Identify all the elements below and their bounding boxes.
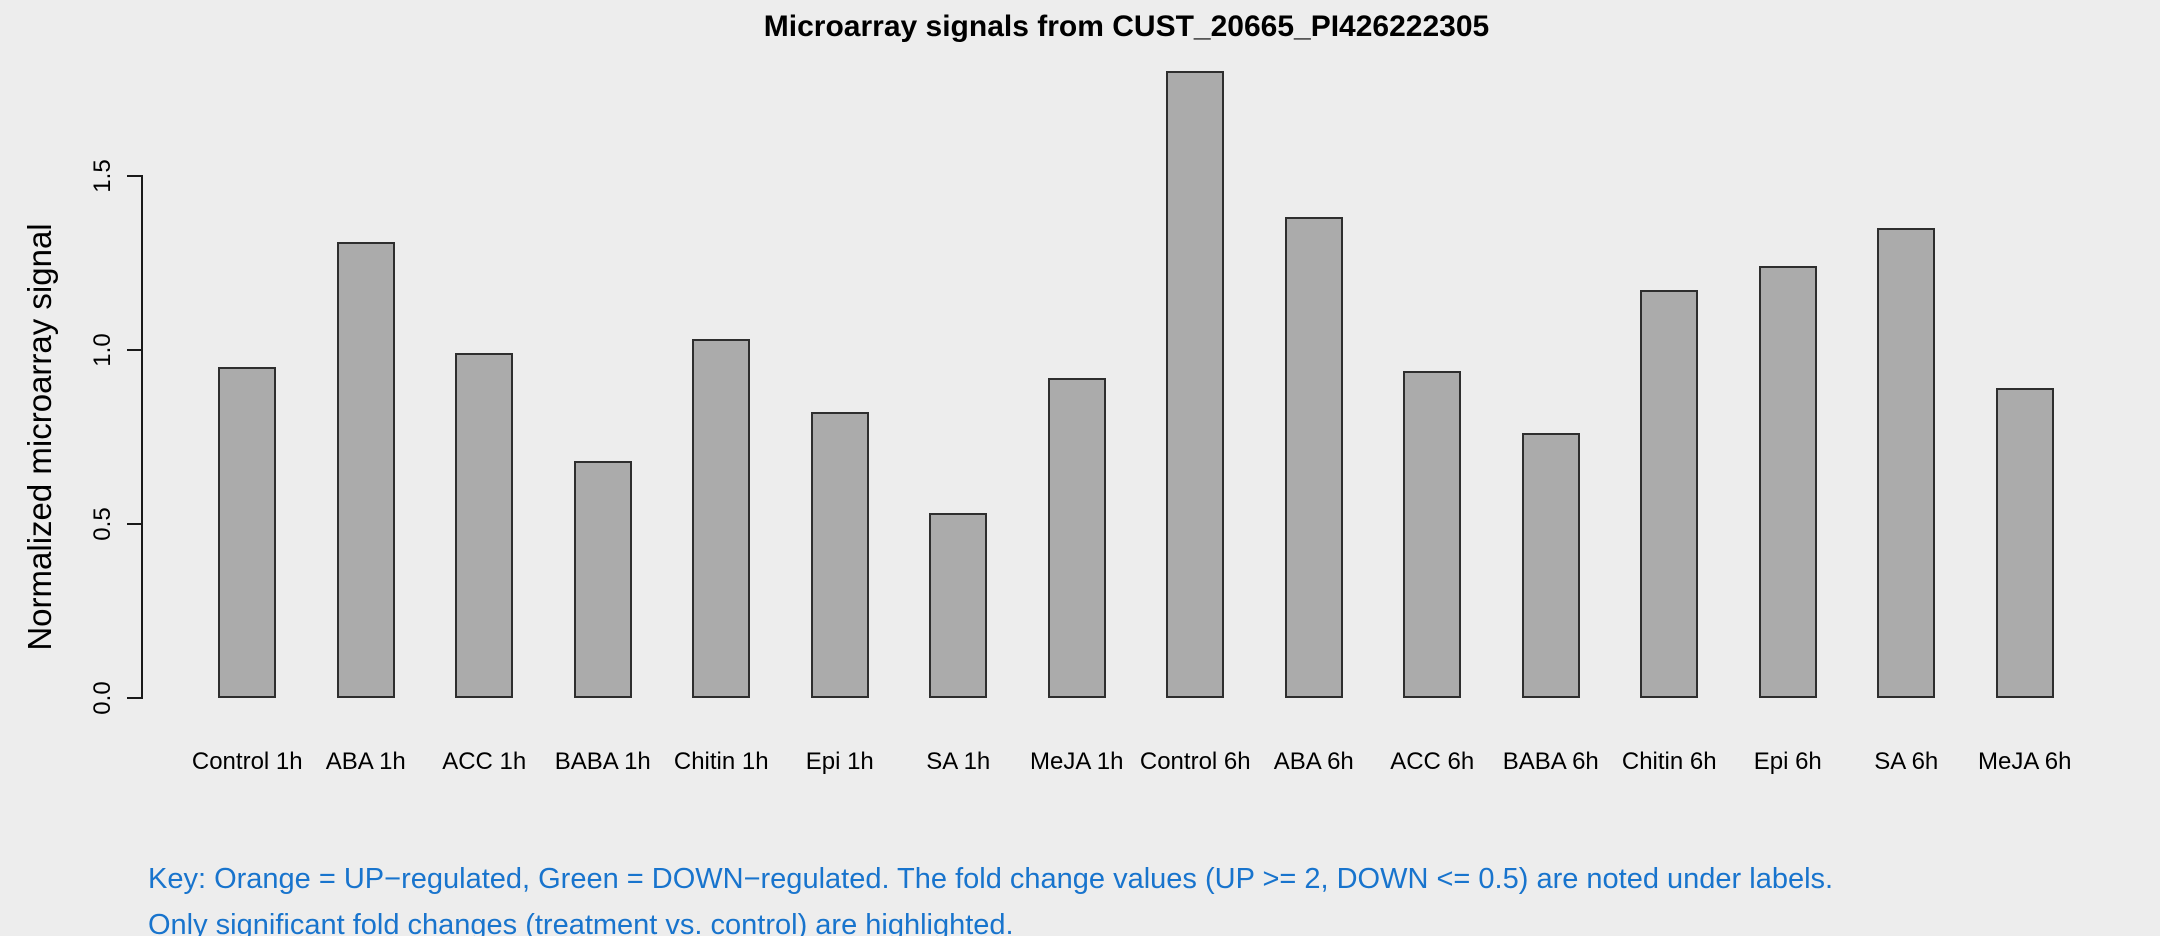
x-axis-label: Control 1h	[191, 748, 303, 775]
y-axis-tick	[127, 175, 142, 177]
bar-slot	[899, 71, 1018, 698]
key-text: Key: Orange = UP−regulated, Green = DOWN…	[148, 856, 1833, 936]
x-axis-label: ABA 6h	[1273, 748, 1354, 775]
bar	[1521, 433, 1580, 698]
y-axis-tick-label: 1.5	[89, 159, 116, 193]
key-line-2: Only significant fold changes (treatment…	[148, 909, 1014, 936]
bar	[336, 242, 395, 698]
x-axis-labels: Control 1h ABA 1h ACC 1h BABA 1h Chitin 1h Ep…	[188, 748, 2084, 776]
bar	[810, 412, 869, 698]
bar-slot	[781, 71, 900, 698]
x-axis-label: ACC 6h	[1390, 748, 1475, 775]
bar	[1877, 228, 1936, 698]
y-axis-tick-label: 1.0	[89, 333, 116, 367]
y-axis-tick-label: 0.5	[89, 507, 116, 541]
x-axis-label: SA 6h	[1874, 748, 1939, 775]
y-axis-tick	[127, 697, 142, 699]
bar	[1758, 266, 1817, 698]
bar-slot	[1018, 71, 1137, 698]
bar	[1640, 290, 1699, 698]
y-axis-line	[141, 175, 143, 699]
bar-slot	[188, 71, 307, 698]
bar	[1995, 388, 2054, 698]
bar-slot	[425, 71, 544, 698]
x-axis-label: SA 1h	[926, 748, 991, 775]
y-axis-tick	[127, 523, 142, 525]
plot-area	[188, 71, 2084, 698]
bar	[1403, 371, 1462, 698]
x-axis-label: MeJA 6h	[1978, 748, 2072, 775]
x-axis-label: BABA 1h	[554, 748, 651, 775]
chart-title: Microarray signals from CUST_20665_PI426…	[763, 10, 1490, 43]
bar-slot	[1492, 71, 1611, 698]
bar-slot	[307, 71, 426, 698]
x-axis-label: Epi 1h	[805, 748, 874, 775]
bar-slot	[662, 71, 781, 698]
x-axis-label: ACC 1h	[442, 748, 527, 775]
x-axis-label: MeJA 1h	[1030, 748, 1124, 775]
bar	[1047, 378, 1106, 698]
x-axis-label: Control 6h	[1139, 748, 1251, 775]
bar	[1166, 71, 1225, 698]
bar	[1284, 217, 1343, 698]
bar-slot	[544, 71, 663, 698]
x-axis-label: ABA 1h	[325, 748, 406, 775]
bar-slot	[1729, 71, 1848, 698]
x-axis-label: Epi 6h	[1753, 748, 1822, 775]
y-axis-tick	[127, 349, 142, 351]
bar	[573, 461, 632, 698]
y-axis-title: Normalized microarray signal	[21, 223, 58, 651]
bar-slot	[1966, 71, 2085, 698]
x-axis-label: BABA 6h	[1502, 748, 1599, 775]
bar-slot	[1255, 71, 1374, 698]
bar-slot	[1847, 71, 1966, 698]
x-axis-label: Chitin 6h	[1621, 748, 1717, 775]
bar-slot	[1610, 71, 1729, 698]
bar	[455, 353, 514, 698]
bar-slot	[1136, 71, 1255, 698]
x-axis-label: Chitin 1h	[673, 748, 769, 775]
key-line-1: Key: Orange = UP−regulated, Green = DOWN…	[148, 863, 1834, 895]
bar	[218, 367, 277, 698]
y-axis-tick-label: 0.0	[89, 681, 116, 715]
bar-slot	[1373, 71, 1492, 698]
bar	[929, 513, 988, 698]
bar	[692, 339, 751, 698]
